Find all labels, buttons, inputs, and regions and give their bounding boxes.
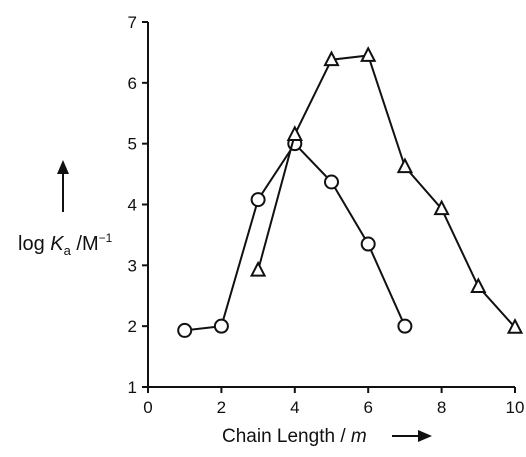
y-tick-label: 3 bbox=[128, 256, 137, 275]
y-tick-label: 1 bbox=[128, 378, 137, 397]
data-point-triangle bbox=[506, 318, 524, 334]
data-point-triangle bbox=[286, 125, 303, 141]
data-point-circle bbox=[177, 322, 193, 338]
x-tick-label: 4 bbox=[290, 398, 299, 417]
x-tick-label: 6 bbox=[363, 398, 372, 417]
series-line-triangle bbox=[257, 54, 516, 329]
x-tick-label: 8 bbox=[437, 398, 446, 417]
data-point-triangle bbox=[433, 199, 450, 216]
y-tick-label: 5 bbox=[128, 135, 137, 154]
data-point-triangle bbox=[323, 50, 340, 67]
x-axis-arrow-head bbox=[418, 430, 432, 442]
x-tick-label: 10 bbox=[506, 398, 525, 417]
axes: 1 2 3 4 5 6 7 0 2 4 6 8 10 bbox=[128, 13, 525, 417]
series-circle bbox=[177, 136, 413, 338]
data-point-circle bbox=[213, 318, 229, 334]
data-point-triangle bbox=[470, 277, 487, 294]
data-point-circle bbox=[397, 318, 413, 334]
data-point-triangle bbox=[249, 260, 267, 277]
x-tick-label: 0 bbox=[143, 398, 152, 417]
y-tick-label: 4 bbox=[128, 196, 137, 215]
series-line-circle bbox=[184, 142, 406, 332]
y-axis-label: log Ka /M−1 bbox=[18, 160, 113, 258]
data-point-circle bbox=[250, 192, 266, 208]
data-point-circle bbox=[360, 236, 376, 252]
y-tick-label: 7 bbox=[128, 13, 137, 32]
data-point-triangle bbox=[396, 157, 414, 174]
data-point-circle bbox=[324, 174, 339, 190]
x-tick-label: 2 bbox=[217, 398, 226, 417]
series-triangle bbox=[249, 46, 524, 334]
y-tick-label: 2 bbox=[128, 317, 137, 336]
data-point-triangle bbox=[360, 46, 377, 62]
x-axis-title: Chain Length / m bbox=[222, 426, 367, 447]
y-axis-arrow-head bbox=[57, 160, 69, 174]
y-axis-title: log Ka /M−1 bbox=[18, 231, 113, 258]
series-layer bbox=[177, 46, 524, 338]
y-tick-label: 6 bbox=[128, 74, 137, 93]
x-axis-label: Chain Length / m bbox=[222, 426, 432, 447]
